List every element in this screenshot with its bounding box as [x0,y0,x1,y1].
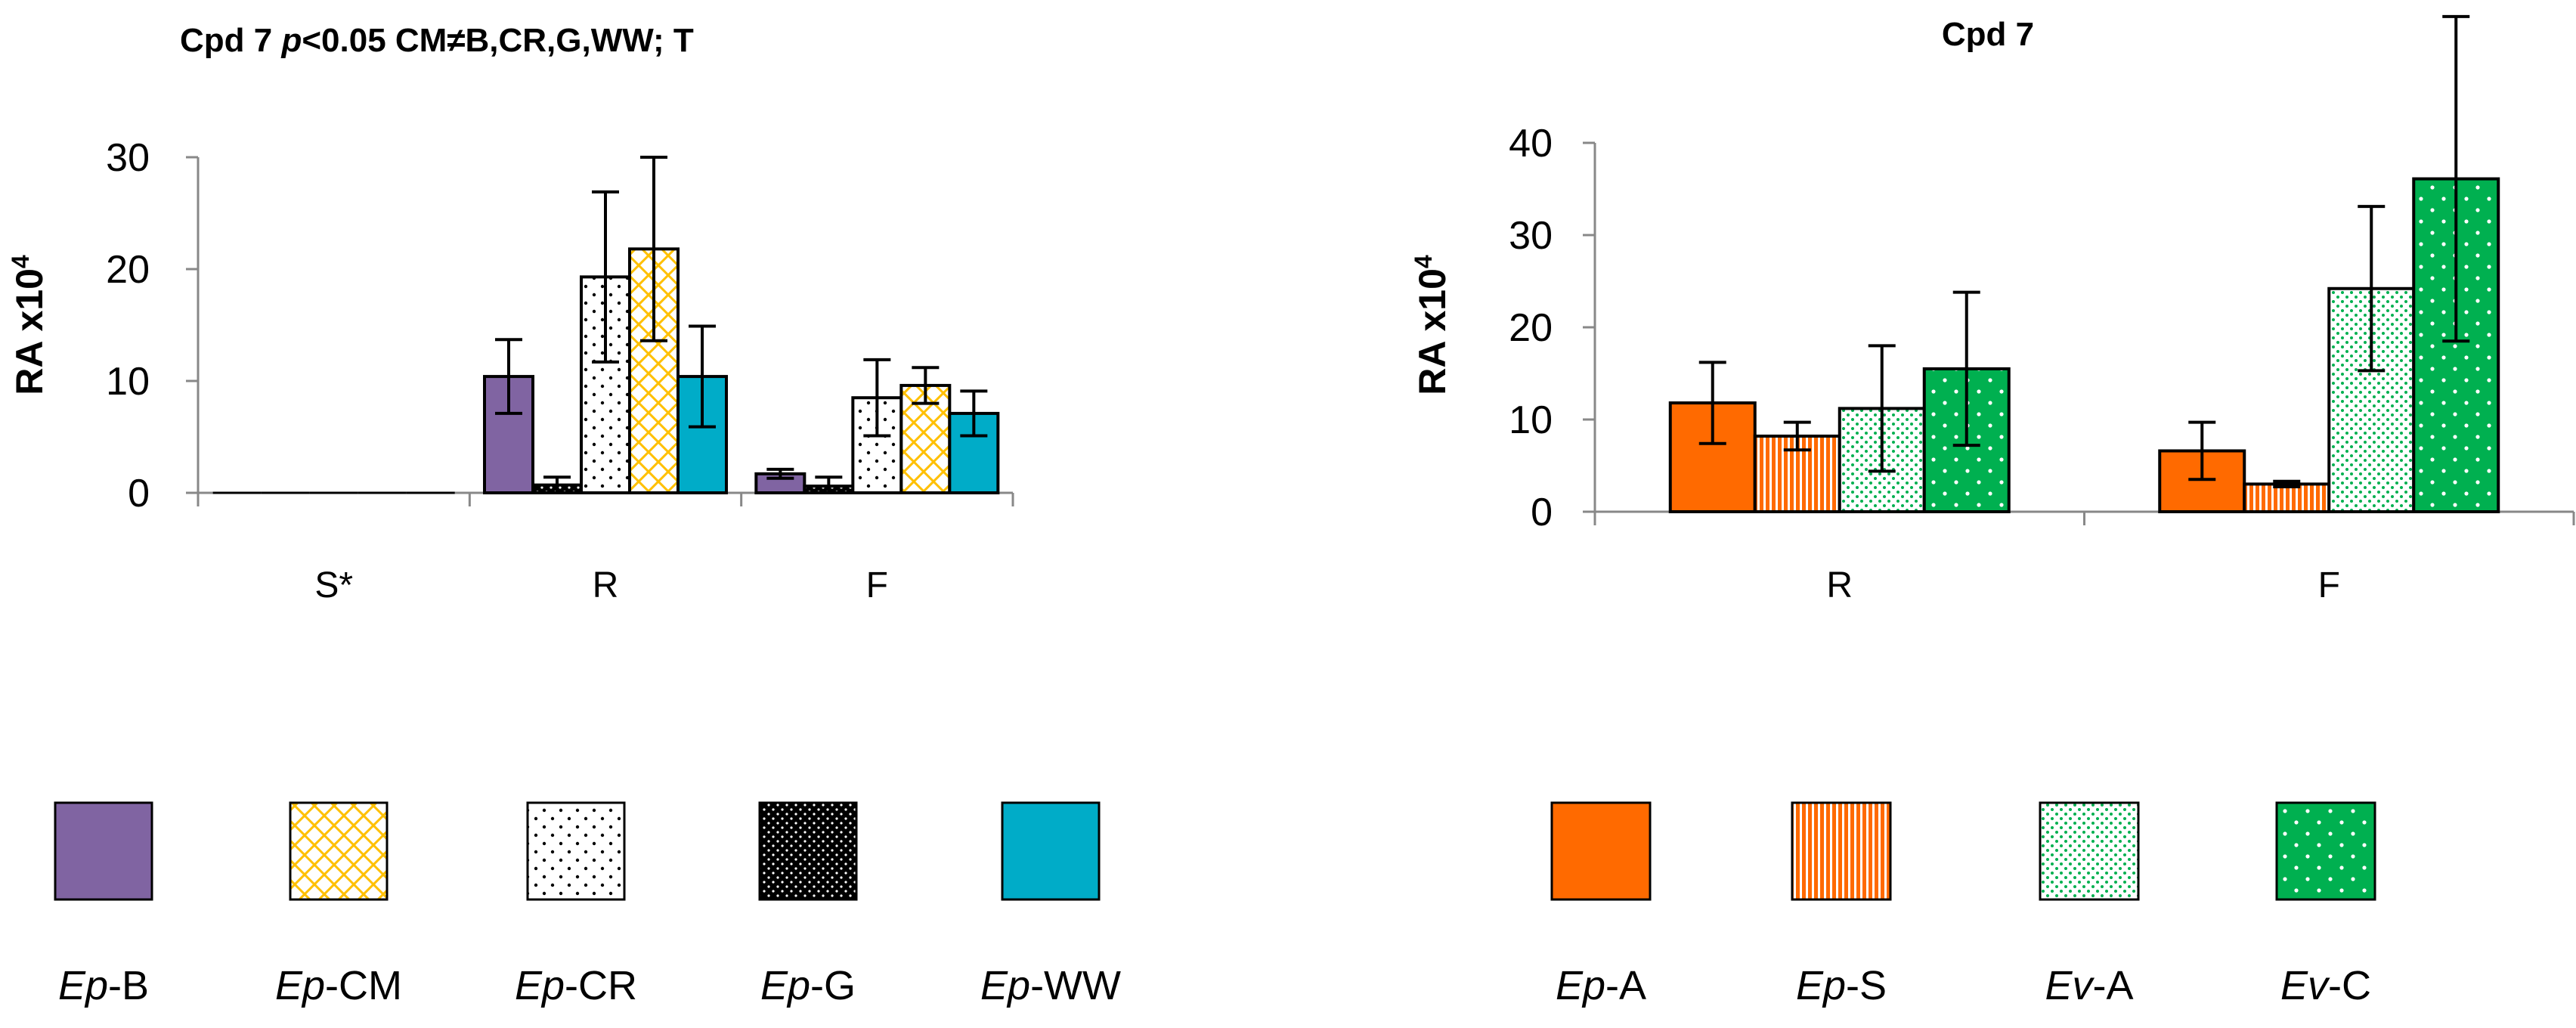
y-axis-label: RA x104 [7,255,51,395]
legend-item: Ev-C [2275,801,2376,1008]
legend-label: Ev-A [2045,963,2133,1008]
legend-label: Ev-C [2280,963,2371,1008]
y-tick-label: 20 [1509,306,1553,350]
y-tick-label: 40 [1509,122,1553,166]
legend-label-name: -B [108,963,149,1008]
chart-title: Cpd 7 [1942,16,2034,53]
bar-ep-b-f [754,472,807,495]
legend-label-prefix: Ep [1556,963,1605,1008]
y-axis-label-superscript: 4 [1410,255,1437,268]
y-axis-label-base: RA x10 [1411,268,1454,395]
legend-label-prefix: Ep [760,963,810,1008]
legend-item: Ep-CR [515,801,637,1008]
legend-label-name: -A [2093,963,2134,1008]
y-tick-label: 0 [128,472,150,516]
title-italic: p [280,22,302,59]
legend-label-prefix: Ev [2280,963,2330,1008]
title-rest: <0.05 CM≠B,CR,G,WW; T [302,22,693,59]
legend-swatch [1791,801,1892,901]
legend-label-name: -C [2328,963,2371,1008]
bar-ep-s-f [2243,482,2331,514]
legend-label-prefix: Ev [2045,963,2095,1008]
legend-label-name: -S [1846,963,1887,1008]
legend: Ep-B Ep-CM Ep-CR Ep-G Ep-WW [54,801,1121,1008]
y-tick-label: 20 [106,248,150,292]
legend-swatch [54,801,153,901]
y-tick-label: 30 [1509,214,1553,258]
legend-swatch [1001,801,1101,901]
legend-label-name: -WW [1030,963,1121,1008]
category-label: R [1826,565,1853,605]
title-prefix: Cpd 7 [1942,16,2034,53]
title-prefix: Cpd 7 [180,22,281,59]
legend-item: Ep-A [1550,801,1652,1008]
legend-label: Ep-A [1556,963,1646,1008]
y-tick-label: 10 [106,360,150,404]
chart-title: Cpd 7 p<0.05 CM≠B,CR,G,WW; T [180,22,694,59]
legend-label: Ep-G [760,963,856,1008]
legend-swatch [526,801,626,901]
legend-label-name: -A [1605,963,1646,1008]
legend-label-prefix: Ep [1796,963,1846,1008]
y-tick-label: 0 [1531,491,1553,534]
legend-swatch [2039,801,2140,901]
legend-label: Ep-B [58,963,149,1008]
legend-item: Ep-CM [275,801,402,1008]
y-tick-label: 30 [106,136,150,180]
bar-ev-c-f [2412,177,2500,514]
legend-label: Ep-CM [275,963,402,1008]
legend-item: Ep-WW [980,801,1121,1008]
chart-1: Cpd 7 p<0.05 CM≠B,CR,G,WW; T RA x104 0 10 20… [7,22,1121,1008]
category-label: F [866,565,888,605]
category-label: S* [314,565,353,605]
legend-label-name: -CM [325,963,402,1008]
y-axis-label-base: RA x10 [8,268,51,395]
legend-label-name: -G [810,963,856,1008]
legend-label: Ep-WW [980,963,1121,1008]
legend: Ep-A Ep-S Ev-A Ev-C [1550,801,2376,1008]
legend-label: Ep-S [1796,963,1887,1008]
category-label: F [2318,565,2340,605]
legend-label-prefix: Ep [58,963,108,1008]
legend-swatch [1550,801,1652,901]
legend-label-prefix: Ep [275,963,325,1008]
legend-label-prefix: Ep [980,963,1030,1008]
y-axis-label: RA x104 [1410,255,1454,395]
legend-item: Ev-A [2039,801,2140,1008]
legend-label-prefix: Ep [515,963,565,1008]
legend-swatch [289,801,389,901]
y-tick-label: 10 [1509,398,1553,442]
y-axis-label-superscript: 4 [7,255,34,268]
legend-swatch [758,801,858,901]
legend-item: Ep-B [54,801,153,1008]
legend-item: Ep-S [1791,801,1892,1008]
legend-item: Ep-G [758,801,858,1008]
category-label: R [593,565,619,605]
legend-label: Ep-CR [515,963,637,1008]
legend-swatch [2275,801,2376,901]
legend-label-name: -CR [565,963,637,1008]
